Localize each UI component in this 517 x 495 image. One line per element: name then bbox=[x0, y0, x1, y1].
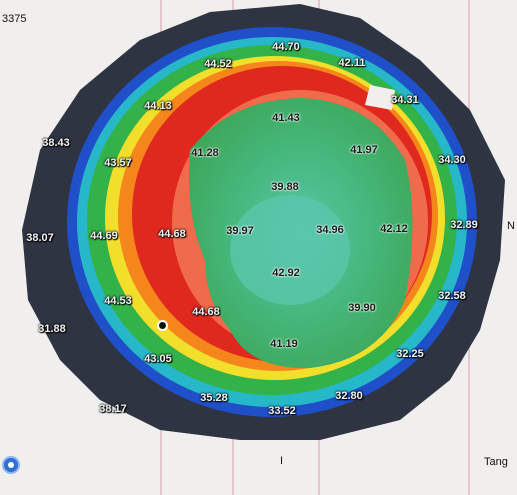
value-label: 41.19 bbox=[270, 338, 298, 350]
value-label: 43.57 bbox=[104, 157, 132, 169]
value-label: 43.05 bbox=[144, 353, 172, 365]
value-label: 39.97 bbox=[226, 225, 254, 237]
value-label: 44.70 bbox=[272, 41, 300, 53]
value-label: 44.13 bbox=[144, 100, 172, 112]
value-label: 39.88 bbox=[271, 181, 299, 193]
value-label: 32.58 bbox=[438, 290, 466, 302]
value-label: 33.52 bbox=[268, 405, 296, 417]
value-label: 44.68 bbox=[192, 306, 220, 318]
temporal-label: Tang bbox=[484, 456, 508, 468]
nasal-mark: N bbox=[507, 220, 515, 232]
inferior-tick: I bbox=[280, 455, 284, 467]
value-label: 38.17 bbox=[99, 403, 127, 415]
value-label: 32.80 bbox=[335, 390, 363, 402]
disc-icon[interactable] bbox=[2, 456, 20, 474]
value-label: 41.28 bbox=[191, 147, 219, 159]
value-label: 44.68 bbox=[158, 228, 186, 240]
value-label: 35.28 bbox=[200, 392, 228, 404]
value-label: 41.43 bbox=[272, 112, 300, 124]
value-label: 44.69 bbox=[90, 230, 118, 242]
value-label: 44.53 bbox=[104, 295, 132, 307]
value-label: 41.97 bbox=[350, 144, 378, 156]
value-label: 34.31 bbox=[391, 94, 419, 106]
value-label: 42.11 bbox=[338, 57, 366, 69]
value-label: 31.88 bbox=[38, 323, 66, 335]
value-label: 42.92 bbox=[272, 267, 300, 279]
value-label: 44.52 bbox=[204, 58, 232, 70]
map-notch bbox=[365, 85, 395, 110]
value-label: 32.25 bbox=[396, 348, 424, 360]
value-label: 32.89 bbox=[450, 219, 478, 231]
value-label: 38.07 bbox=[26, 232, 54, 244]
value-label: 34.96 bbox=[316, 224, 344, 236]
vertex-marker bbox=[157, 320, 168, 331]
central-teal-patch bbox=[230, 195, 350, 305]
value-label: 38.43 bbox=[42, 137, 70, 149]
record-id: 3375 bbox=[2, 13, 27, 25]
value-label: 34.30 bbox=[438, 154, 466, 166]
value-label: 39.90 bbox=[348, 302, 376, 314]
value-label: 42.12 bbox=[380, 223, 408, 235]
